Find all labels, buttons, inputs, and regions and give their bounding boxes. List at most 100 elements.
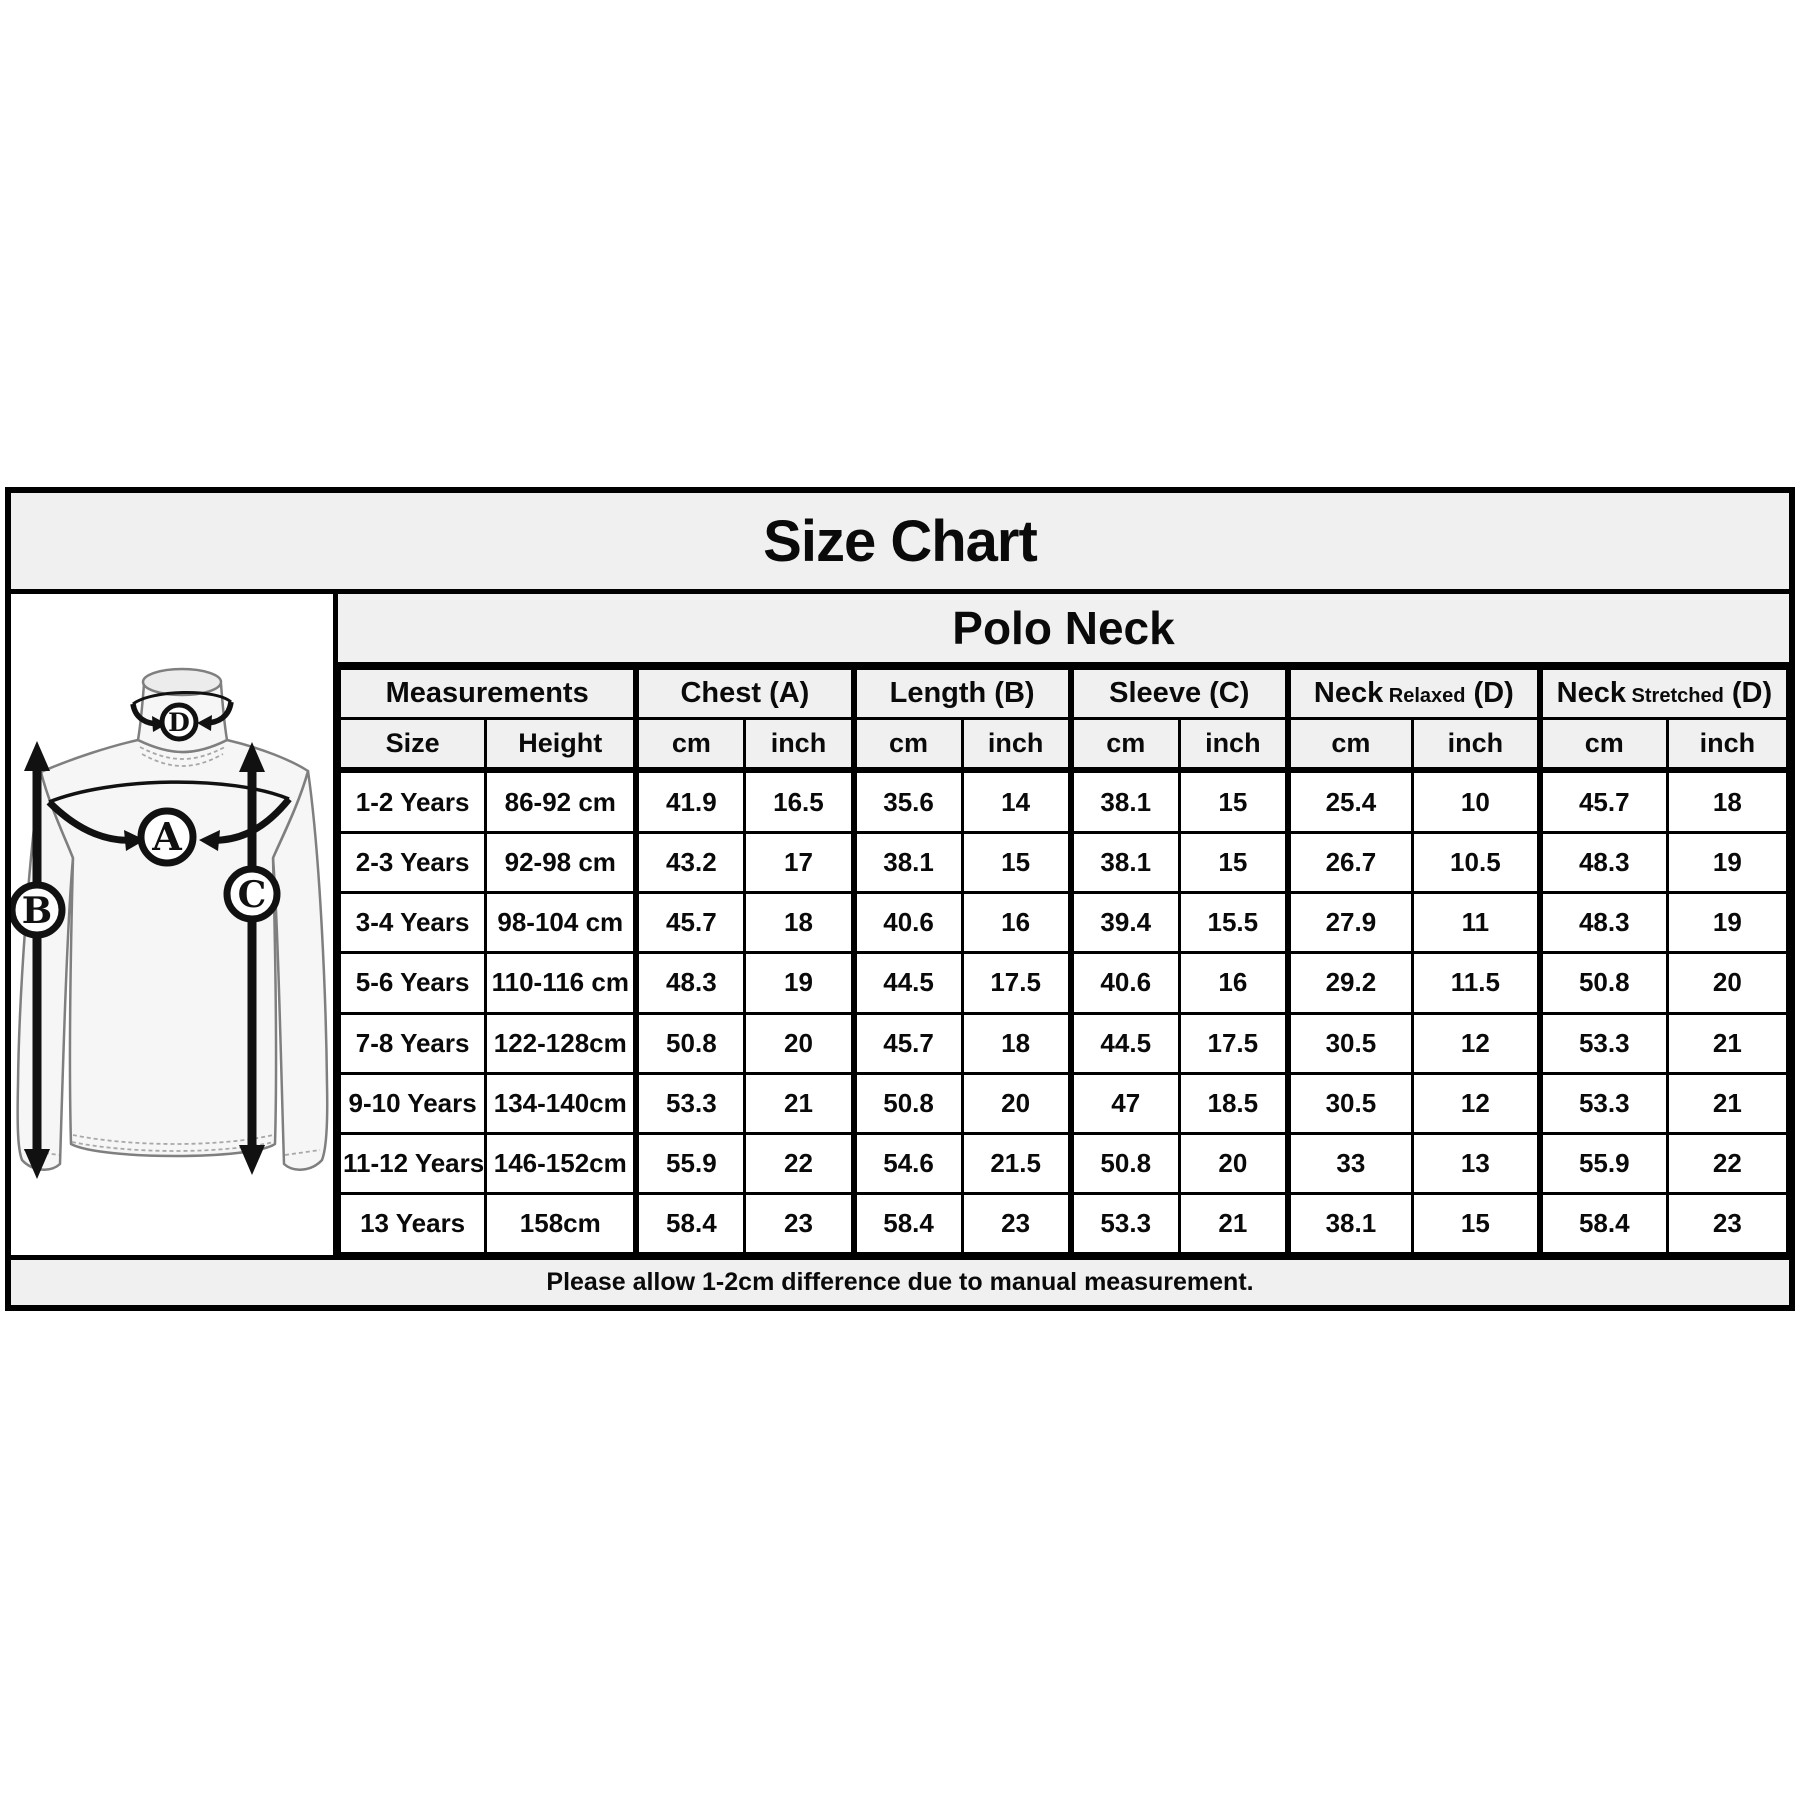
length-arrow-b [24, 741, 50, 1179]
cell-value: 53.3 [633, 1071, 747, 1135]
cell-value: 53.3 [1536, 1011, 1669, 1075]
cell-value: 38.1 [1067, 831, 1181, 895]
label-circle-a [137, 807, 197, 867]
cell-value: 20 [1177, 1131, 1290, 1195]
size-table-body: 1-2 Years 86-92 cm 41.9 16.5 35.6 14 38.1 15 25.… [337, 768, 1790, 1256]
column-group-row: Measurements Chest (A) Length (B) Sleeve (C… [338, 667, 1789, 720]
cell-value: 43.2 [633, 831, 747, 895]
cell-value: 15.5 [1177, 891, 1290, 955]
cell-value: 44.5 [850, 951, 964, 1015]
sub-header: cm [1284, 717, 1414, 773]
cell-value: 58.4 [633, 1191, 747, 1256]
cell-value: 12 [1410, 1071, 1542, 1135]
cell-value: 21 [1177, 1191, 1290, 1256]
cell-value: 20 [743, 1011, 855, 1075]
cell-value: 45.7 [633, 891, 747, 955]
chest-label-a: A [151, 814, 182, 859]
cell-height: 110-116 cm [484, 951, 638, 1015]
cell-value: 18 [960, 1011, 1073, 1075]
cell-value: 15 [960, 831, 1073, 895]
cell-value: 15 [1177, 831, 1290, 895]
cell-value: 21 [1665, 1011, 1790, 1075]
cell-value: 48.3 [633, 951, 747, 1015]
table-row: 1-2 Years 86-92 cm 41.9 16.5 35.6 14 38.1 15 25.… [337, 768, 1790, 835]
cell-size: 2-3 Years [337, 831, 488, 895]
cell-value: 29.2 [1284, 951, 1414, 1015]
cell-value: 47 [1067, 1071, 1181, 1135]
table-area: Polo Neck Measurements Chest (A) Length (B… [337, 594, 1790, 1256]
sub-header: cm [633, 717, 747, 773]
table-row: 5-6 Years 110-116 cm 48.3 19 44.5 17.5 40.6 16 2… [337, 951, 1790, 1015]
sub-header: cm [850, 717, 964, 773]
cell-value: 11 [1410, 891, 1542, 955]
cell-size: 3-4 Years [337, 891, 488, 955]
table-row: 3-4 Years 98-104 cm 45.7 18 40.6 16 39.4 15.5 27… [337, 891, 1790, 955]
cell-size: 5-6 Years [337, 951, 488, 1015]
sub-header: inch [743, 717, 855, 773]
table-row: 13 Years 158cm 58.4 23 58.4 23 53.3 21 38.1 15 58.… [337, 1191, 1790, 1256]
cell-value: 44.5 [1067, 1011, 1181, 1075]
column-group-header: Neck Relaxed (D) [1284, 667, 1542, 720]
sub-header-row: Size Height cm inch cm inch cm inch cm inch cm inch [337, 717, 1790, 773]
sweater-diagram-cell: A B C D [11, 594, 338, 1255]
cell-value: 27.9 [1284, 891, 1414, 955]
cell-value: 16 [960, 891, 1073, 955]
cell-value: 39.4 [1067, 891, 1181, 955]
label-circle-b [11, 881, 66, 939]
cell-value: 16.5 [743, 768, 855, 835]
cell-size: 9-10 Years [337, 1071, 488, 1135]
cell-value: 22 [743, 1131, 855, 1195]
cell-value: 50.8 [633, 1011, 747, 1075]
sub-header: Height [484, 717, 638, 773]
cell-value: 18 [743, 891, 855, 955]
cell-value: 17.5 [1177, 1011, 1290, 1075]
cell-height: 92-98 cm [484, 831, 638, 895]
cell-size: 7-8 Years [337, 1011, 488, 1075]
cell-height: 98-104 cm [484, 891, 638, 955]
cell-value: 10 [1410, 768, 1542, 835]
cell-height: 146-152cm [484, 1131, 638, 1195]
cell-value: 48.3 [1536, 831, 1669, 895]
cell-value: 12 [1410, 1011, 1542, 1075]
cell-value: 33 [1284, 1131, 1414, 1195]
column-group-header: Chest (A) [633, 667, 856, 720]
cell-value: 45.7 [1536, 768, 1669, 835]
cell-value: 30.5 [1284, 1071, 1414, 1135]
sub-header: Size [337, 717, 488, 773]
column-group-header: Measurements [338, 667, 638, 720]
sub-header: inch [1665, 717, 1790, 773]
cell-value: 23 [960, 1191, 1073, 1256]
chart-main: A B C D Polo Neck [11, 594, 1790, 1256]
cell-value: 20 [960, 1071, 1073, 1135]
cell-value: 20 [1665, 951, 1790, 1015]
cell-value: 17 [743, 831, 855, 895]
cell-value: 48.3 [1536, 891, 1669, 955]
cell-size: 11-12 Years [337, 1131, 488, 1195]
cell-size: 13 Years [337, 1191, 488, 1256]
neck-label-d: D [168, 708, 190, 737]
cell-value: 15 [1410, 1191, 1542, 1256]
cell-value: 13 [1410, 1131, 1542, 1195]
cell-value: 58.4 [850, 1191, 964, 1256]
cell-value: 17.5 [960, 951, 1073, 1015]
cell-value: 25.4 [1284, 768, 1414, 835]
length-label-b: B [22, 890, 52, 932]
sub-header: inch [960, 717, 1073, 773]
column-group-header: Sleeve (C) [1067, 667, 1290, 720]
sub-header: inch [1177, 717, 1290, 773]
size-chart-frame: Size Chart [5, 487, 1795, 1311]
size-table: Measurements Chest (A) Length (B) Sleeve (C… [337, 667, 1790, 1256]
column-group-header: Length (B) [850, 667, 1073, 720]
cell-size: 1-2 Years [337, 768, 488, 835]
cell-value: 50.8 [1067, 1131, 1181, 1195]
footer-note: Please allow 1-2cm difference due to man… [11, 1255, 1789, 1305]
cell-value: 10.5 [1410, 831, 1542, 895]
cell-value: 35.6 [850, 768, 964, 835]
cell-value: 16 [1177, 951, 1290, 1015]
cell-value: 22 [1665, 1131, 1790, 1195]
cell-value: 53.3 [1067, 1191, 1181, 1256]
sub-header: cm [1536, 717, 1669, 773]
cell-value: 41.9 [633, 768, 747, 835]
cell-value: 23 [1665, 1191, 1790, 1256]
cell-value: 58.4 [1536, 1191, 1669, 1256]
